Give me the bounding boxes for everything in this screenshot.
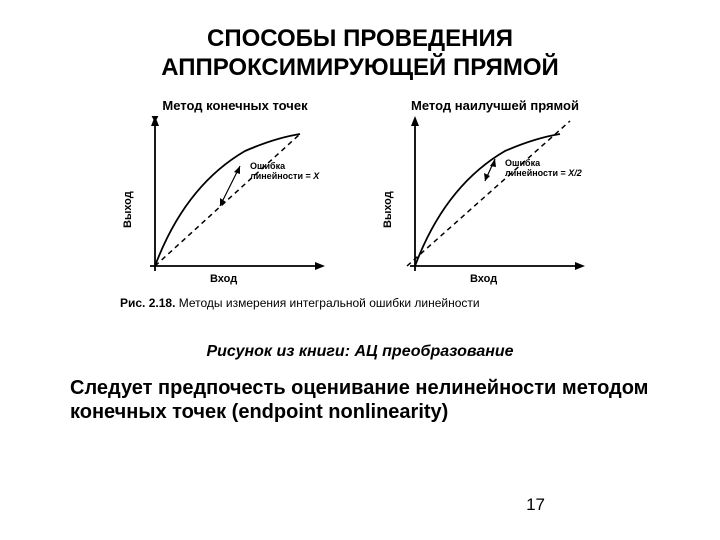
right-plot-svg (385, 116, 595, 286)
figure-caption: Рис. 2.18. Методы измерения интегральной… (120, 296, 480, 310)
figure-area: Метод конечных точек Выход Вход Ошибкали… (80, 98, 640, 313)
left-plot-svg (125, 116, 335, 286)
slide-title: СПОСОБЫ ПРОВЕДЕНИЯ АППРОКСИМИРУЮЩЕЙ ПРЯМ… (60, 25, 660, 83)
right-ylabel: Выход (382, 191, 394, 228)
left-dashed-line (155, 134, 300, 266)
page-number: 17 (526, 495, 545, 515)
right-plot-title: Метод наилучшей прямой (390, 98, 600, 113)
image-credit: Рисунок из книги: АЦ преобразование (60, 343, 660, 361)
title-line-1: СПОСОБЫ ПРОВЕДЕНИЯ (207, 25, 513, 52)
body-text: Следует предпочесть оценивание нелинейно… (70, 376, 660, 424)
left-error-label: Ошибкалинейности = X (250, 161, 319, 182)
left-plot-title: Метод конечных точек (140, 98, 330, 113)
right-curve (415, 134, 560, 266)
title-line-2: АППРОКСИМИРУЮЩЕЙ ПРЯМОЙ (161, 54, 559, 81)
right-error-label: Ошибкалинейности = X/2 (505, 158, 582, 179)
right-xlabel: Вход (470, 273, 497, 285)
left-ylabel: Выход (122, 191, 134, 228)
left-xlabel: Вход (210, 273, 237, 285)
right-dashed-line (407, 121, 570, 266)
